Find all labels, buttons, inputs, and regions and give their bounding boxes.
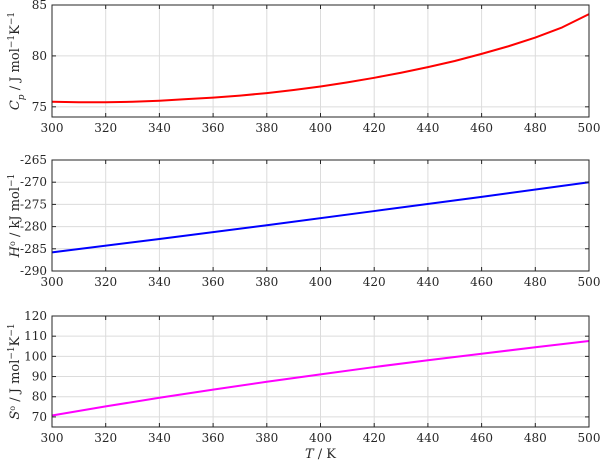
y-tick-label: -265 xyxy=(20,153,47,167)
x-tick-label: 300 xyxy=(41,121,64,135)
x-tick-label: 300 xyxy=(41,431,64,445)
x-tick-label: 360 xyxy=(202,431,225,445)
y-tick-label: -280 xyxy=(20,220,47,234)
x-tick-label: 380 xyxy=(255,121,278,135)
x-tick-label: 320 xyxy=(94,431,117,445)
x-tick-label: 500 xyxy=(578,121,600,135)
y-tick-label: 120 xyxy=(24,309,47,323)
x-tick-label: 360 xyxy=(202,121,225,135)
x-tick-label: 460 xyxy=(470,275,493,289)
y-tick-label: -290 xyxy=(20,264,47,278)
y-axis-label: So / J mol−1K−1 xyxy=(7,323,23,419)
y-tick-label: 80 xyxy=(32,390,47,404)
y-axis-label: Ho / kJ mol−1 xyxy=(7,174,23,259)
x-tick-label: 480 xyxy=(524,275,547,289)
x-tick-label: 340 xyxy=(148,431,171,445)
grid xyxy=(52,160,589,271)
y-tick-label: 100 xyxy=(24,349,47,363)
x-tick-label: 440 xyxy=(416,431,439,445)
y-tick-label: 110 xyxy=(24,329,47,343)
x-tick-label: 480 xyxy=(524,121,547,135)
x-tick-label: 360 xyxy=(202,275,225,289)
y-tick-label: 90 xyxy=(32,370,47,384)
y-tick-label: 70 xyxy=(32,410,47,424)
x-tick-label: 340 xyxy=(148,275,171,289)
grid xyxy=(52,5,589,117)
panel-cp: 300 320 340 360 380 400 420 440 460 480 500 75 80 85 C… xyxy=(7,0,600,135)
x-tick-label: 480 xyxy=(524,431,547,445)
x-axis-label: T / K xyxy=(305,447,336,462)
y-tick-label: -270 xyxy=(20,175,47,189)
panel-enthalpy: 300 320 340 360 380 400 420 440 460 480 500 -290 -28… xyxy=(7,153,600,289)
series-line-cp xyxy=(51,13,590,104)
x-tick-label: 320 xyxy=(94,275,117,289)
x-tick-label: 500 xyxy=(578,431,600,445)
x-tick-label: 420 xyxy=(363,275,386,289)
x-tick-label: 320 xyxy=(94,121,117,135)
x-tick-label: 460 xyxy=(470,431,493,445)
series-line-entropy xyxy=(51,340,590,417)
x-tick-label: 420 xyxy=(363,121,386,135)
panel-entropy: 300 320 340 360 380 400 420 440 460 480 500 70 80 90 1… xyxy=(7,309,600,462)
x-tick-label: 400 xyxy=(309,275,332,289)
x-tick-label: 380 xyxy=(255,431,278,445)
y-tick-label: 85 xyxy=(32,0,47,12)
y-tick-label: -275 xyxy=(20,197,47,211)
x-tick-label: 460 xyxy=(470,121,493,135)
series-line-enthalpy xyxy=(51,181,590,254)
x-tick-label: 380 xyxy=(255,275,278,289)
x-tick-label: 340 xyxy=(148,121,171,135)
x-tick-label: 400 xyxy=(309,431,332,445)
x-tick-label: 440 xyxy=(416,275,439,289)
grid xyxy=(52,316,589,427)
x-tick-label: 420 xyxy=(363,431,386,445)
y-tick-label: 75 xyxy=(32,100,47,114)
y-axis-label: Cp / J mol−1K−1 xyxy=(7,12,27,110)
x-tick-label: 300 xyxy=(41,275,64,289)
x-tick-label: 500 xyxy=(578,275,600,289)
y-tick-label: 80 xyxy=(32,49,47,63)
x-tick-label: 400 xyxy=(309,121,332,135)
x-tick-label: 440 xyxy=(416,121,439,135)
y-tick-label: -285 xyxy=(20,242,47,256)
